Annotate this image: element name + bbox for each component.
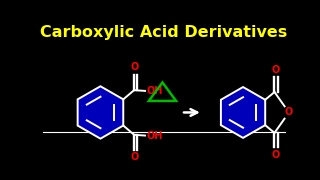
Text: Carboxylic Acid Derivatives: Carboxylic Acid Derivatives [40,25,288,40]
Text: O: O [284,107,292,118]
Polygon shape [221,87,265,138]
Text: OH: OH [147,130,163,141]
Text: O: O [131,62,139,72]
Polygon shape [78,86,123,139]
Text: O: O [131,152,139,163]
Text: OH: OH [147,86,163,96]
Text: O: O [271,150,279,160]
Text: O: O [271,65,279,75]
